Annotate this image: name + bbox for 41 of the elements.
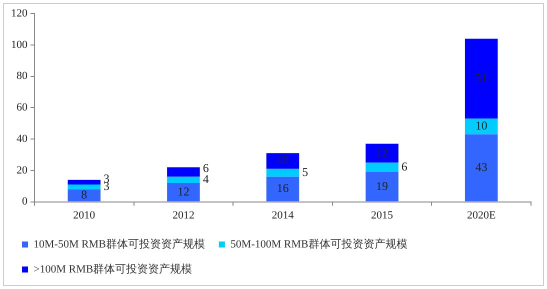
bar	[464, 38, 498, 119]
x-tick-label: 2012	[172, 209, 194, 222]
bar	[68, 184, 101, 190]
y-tick-label: 80	[16, 70, 28, 82]
data-label: 10	[276, 153, 289, 168]
bar	[167, 182, 200, 202]
bar	[167, 167, 200, 177]
bar	[366, 162, 398, 172]
bar	[266, 168, 300, 177]
data-label: 12	[177, 184, 190, 198]
y-tick-label: 120	[11, 7, 28, 20]
x-tick-label: 2014	[272, 209, 294, 222]
data-label: 5	[302, 164, 308, 179]
bar	[464, 134, 498, 202]
y-tick-label: 60	[16, 102, 28, 114]
legend-label: 10M-50M RMB群体可投资资产规模	[34, 237, 205, 250]
bar	[366, 144, 398, 163]
data-label: 6	[401, 159, 408, 174]
x-tick-label: 2010	[73, 209, 96, 222]
bar	[464, 118, 498, 134]
data-label: 43	[475, 160, 488, 174]
y-tick-label: 20	[16, 164, 28, 176]
y-tick-label: 0	[22, 196, 28, 208]
data-label: 10	[475, 118, 488, 133]
bar	[68, 180, 101, 185]
bar	[167, 176, 200, 183]
y-tick-label: 40	[16, 132, 28, 145]
bar	[266, 176, 300, 202]
x-tick-label: 2015	[371, 209, 394, 222]
legend-label: 50M-100M RMB群体可投资资产规模	[230, 237, 408, 250]
data-label: 16	[276, 181, 289, 196]
bar	[266, 153, 300, 169]
data-label: 12	[376, 145, 388, 160]
data-label: 51	[475, 70, 488, 85]
legend-label: >100M RMB群体可投资资产规模	[34, 262, 192, 276]
y-tick-label: 100	[11, 38, 28, 51]
bar	[68, 189, 101, 202]
x-tick-label: 2020E	[466, 209, 496, 222]
bar	[366, 172, 398, 202]
data-label: 19	[376, 178, 388, 193]
data-label: 8	[81, 187, 88, 202]
